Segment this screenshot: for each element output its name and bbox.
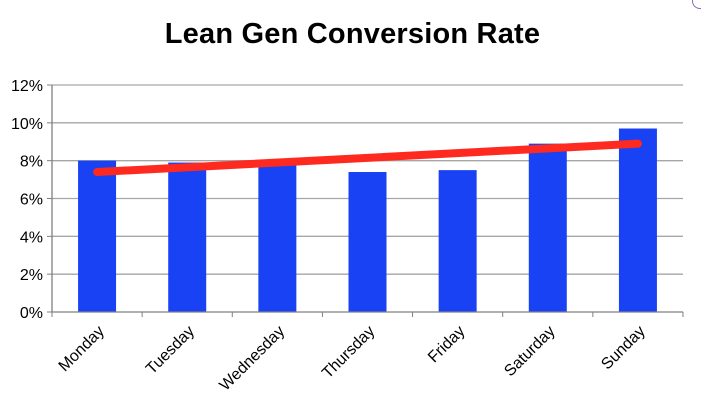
y-tick-label: 4% (20, 229, 43, 246)
bar-thursday (348, 172, 387, 312)
trendline-line (93, 139, 642, 177)
bar-tuesday (168, 162, 207, 312)
bar-friday (438, 170, 477, 312)
y-tick-label: 12% (11, 78, 43, 95)
corner-decoration (692, 0, 701, 9)
x-tick-label: Thursday (319, 323, 378, 382)
bar-saturday (528, 143, 567, 312)
bars (78, 128, 657, 312)
x-tick-labels: Monday Tuesday Wednesday Thursday Friday Satu… (56, 323, 649, 395)
x-tick-label: Wednesday (217, 323, 289, 395)
bar-sunday (618, 128, 657, 312)
x-tick-label: Saturday (501, 323, 558, 380)
chart-title: Lean Gen Conversion Rate (164, 18, 541, 50)
x-tick-label: Friday (425, 323, 468, 366)
y-tick-label: 10% (11, 116, 43, 133)
bar-monday (78, 160, 117, 312)
y-tick-label: 6% (20, 192, 43, 209)
bar-wednesday (258, 162, 297, 312)
trendline (93, 139, 642, 177)
y-tick-label: 8% (20, 154, 43, 171)
x-tick-label: Monday (56, 323, 108, 375)
axes (47, 84, 684, 317)
y-tick-labels: 0% 2% 4% 6% 8% 10% 12% (11, 78, 43, 322)
y-tick-label: 0% (20, 305, 43, 322)
x-tick-label: Tuesday (143, 323, 198, 378)
y-tick-label: 2% (20, 267, 43, 284)
x-tick-label: Sunday (598, 323, 648, 373)
